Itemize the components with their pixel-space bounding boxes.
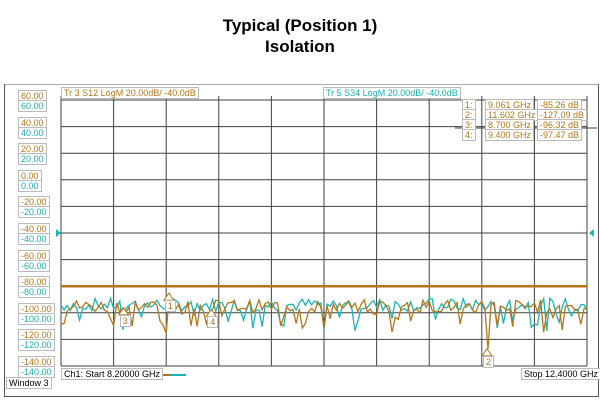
marker-table-value: -97.47 dB <box>537 129 583 141</box>
y-tick-trace5: -100.00 <box>18 312 55 325</box>
trace3-label[interactable]: Tr 3 S12 LogM 20.00dB/ -40.0dB <box>61 87 199 99</box>
trace3-line <box>60 293 588 349</box>
y-tick-trace5: 0.00 <box>18 179 42 192</box>
ref-level-left-icon <box>56 229 61 237</box>
y-tick-trace5: -120.00 <box>18 339 55 352</box>
y-tick-trace5: -20.00 <box>18 206 50 219</box>
y-tick-trace5: 60.00 <box>18 100 47 112</box>
marker-table-freq: 9.400 GHz <box>485 129 535 141</box>
y-tick-trace5: 20.00 <box>18 153 47 166</box>
chart-subtitle: Isolation <box>265 37 335 56</box>
chart-title: Typical (Position 1) <box>222 16 378 35</box>
marker-triangle-icon <box>162 292 175 301</box>
y-tick-trace5: 40.00 <box>18 126 47 139</box>
y-tick-trace5: -60.00 <box>18 259 50 272</box>
marker-2[interactable]: 2 <box>483 355 495 368</box>
stop-label: Stop 12.4000 GHz <box>521 368 600 380</box>
y-tick-trace5: -40.00 <box>18 233 50 245</box>
marker-4[interactable]: 4 <box>207 316 219 329</box>
marker-table-id: 4: <box>462 129 476 141</box>
marker-triangle-icon <box>481 347 494 357</box>
start-label: Ch1: Start 8.20000 GHz <box>61 368 164 380</box>
trace5-label[interactable]: Tr 5 S34 LogM 20.00dB/ -40.0dB <box>323 87 461 99</box>
y-tick-trace5: -80.00 <box>18 286 50 299</box>
ref-level-right-icon <box>589 229 594 237</box>
marker-3[interactable]: 3 <box>119 314 131 327</box>
marker-1[interactable]: 1 <box>164 300 176 313</box>
window-label[interactable]: Window 3 <box>6 377 52 389</box>
